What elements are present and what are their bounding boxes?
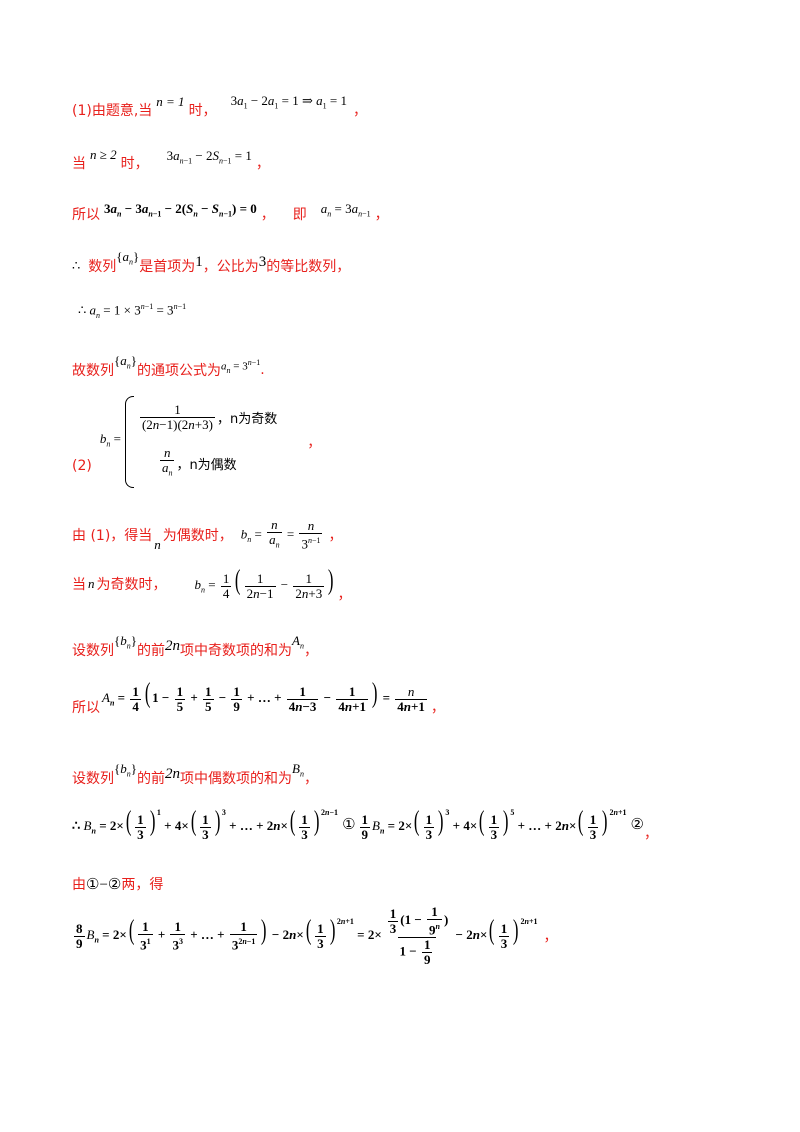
text: ， [543,929,558,946]
text: ， [430,699,445,716]
math: 2n [165,765,180,782]
line-3: 所以 3an − 3an−1 − 2(Sn − Sn−1) = 0 ， 即 an… [72,201,389,224]
text: ，n为偶数 [176,458,237,474]
text: ， [260,207,275,223]
text: ， [328,528,343,545]
text: 即 [292,207,307,223]
text: 时， [120,156,149,172]
math: An [292,633,304,651]
math-eq: bn = 1 4(1 2n−1 − 1 2n+3) [194,565,334,601]
math: n [154,537,161,553]
math: {an} [114,353,137,371]
line-8: 由 (1)，得当 n 为偶数时， bn = n an = n 3n−1 ， [72,518,342,553]
text: 由 (1)，得当 [72,528,153,545]
math: Bn [292,761,304,779]
text: ， [303,771,318,787]
line-9: 当 n 为奇数时， bn = 1 4(1 2n−1 − 1 2n+3) ， [72,565,352,603]
text: ，公比为 [202,259,259,275]
piecewise: 1 (2n−1)(2n+3) ，n为奇数 n an ，n为偶数 [121,396,277,488]
line-12: 设数列 {bn} 的前 2n 项中偶数项的和为 Bn ， [72,761,318,788]
line-10: 设数列 {bn} 的前 2n 项中奇数项的和为 An ， [72,633,318,660]
text: 所以 [72,699,100,716]
text: 项中偶数项的和为 [180,771,292,787]
text: ， [352,103,367,119]
math: ①−② [86,876,122,893]
text: ， [307,435,322,451]
text: ， [303,643,318,659]
text: 故数列 [72,363,114,379]
text: 的等比数列， [266,259,351,275]
circled-one: ① [342,817,356,834]
math: an = 3n−1 [221,357,261,375]
line-13: ∴ Bn = 2×(1 3) 1 + 4×(1 3) 3 + … + 2n×(1 3) 2n… [72,808,658,842]
text: 的通项公式为 [137,363,221,379]
line-14: 由 ①−② 两，得 [72,874,163,894]
text: (1)由题意,当 [72,103,153,119]
math: n ≥ 2 [90,147,117,162]
math-eq: an = 3an−1 [320,201,371,219]
line-1: (1)由题意,当 n = 1 时， 3a1 − 2a1 = 1 ⇒ a1 = 1… [72,93,367,120]
line-15: 8 9 Bn = 2×(1 31 + 1 33 + … + 1 32n−1) − 2n×(… [72,905,558,967]
math-eq: 1 9 Bn = 2×(1 3) 3 + 4×(1 3) 5 + … + 2n×(1 3) 2n… [359,806,627,842]
text: 由 [72,877,86,893]
line-4: ∴ 数列 {an} 是首项为 1 ，公比为 3 的等比数列， [72,249,351,276]
math: n = 1 [156,94,185,109]
text: 为偶数时， [162,528,233,545]
math: {bn} [114,761,137,779]
text: 是首项为 [139,259,196,275]
circled-two: ② [630,817,644,834]
text: 设数列 [72,771,114,787]
text: 当 [72,576,86,593]
text: 当 [72,156,86,172]
math-eq: bn = n an = n 3n−1 [240,517,323,552]
text: 设数列 [72,643,114,659]
line-6: 故数列 {an} 的通项公式为 an = 3n−1 . [72,353,265,380]
text: 两，得 [121,877,164,893]
text: 数列 [88,259,117,275]
case-odd: 1 (2n−1)(2n+3) ，n为奇数 [139,402,278,433]
text: 项中奇数项的和为 [180,643,292,659]
case-even: n an ，n为偶数 [138,446,277,481]
math: {bn} [114,633,137,651]
line-2: 当 n ≥ 2 时， 3an−1 − 2Sn−1 = 1 ， [72,147,270,173]
math: {an} [116,249,140,267]
brace [124,396,134,488]
text: ， [337,586,352,603]
text: 的前 [137,643,165,659]
text: ，n为奇数 [216,412,278,428]
text: (2) [72,458,92,474]
math: 1 [195,253,203,270]
text: 的前 [137,771,165,787]
text: 所以 [72,207,100,223]
math-eq: 3a1 − 2a1 = 1 ⇒ a1 = 1 [230,93,347,111]
math: n [88,575,95,591]
math-eq: 3an − 3an−1 − 2(Sn − Sn−1) = 0 [104,201,257,219]
math-eq: 3an−1 − 2Sn−1 = 1 [166,148,252,166]
text: 时， [188,103,217,119]
therefore-symbol: ∴ [72,258,81,273]
cases: 1 (2n−1)(2n+3) ，n为奇数 n an ，n为偶数 [138,396,277,488]
text: . [260,362,265,378]
text: ， [374,207,389,223]
math-eq: ∴ Bn = 2×(1 3) 1 + 4×(1 3) 3 + … + 2n×(1 3) 2n… [72,806,339,842]
math: bn = [99,431,121,449]
text: 为奇数时， [96,576,167,593]
math: 3 [258,253,267,270]
math: 2n [165,637,180,654]
text: ， [255,156,270,172]
math-eq: 8 9 Bn = 2×(1 31 + 1 33 + … + 1 32n−1) − 2n×(… [74,904,538,968]
text: ， [644,825,658,842]
line-5: ∴ an = 1 × 3n−1 = 3n−1 [78,302,186,320]
line-7: (2) bn = 1 (2n−1)(2n+3) ，n为奇数 n an ，n为偶数 ， [72,396,321,488]
math-eq: ∴ an = 1 × 3n−1 = 3n−1 [78,302,187,320]
